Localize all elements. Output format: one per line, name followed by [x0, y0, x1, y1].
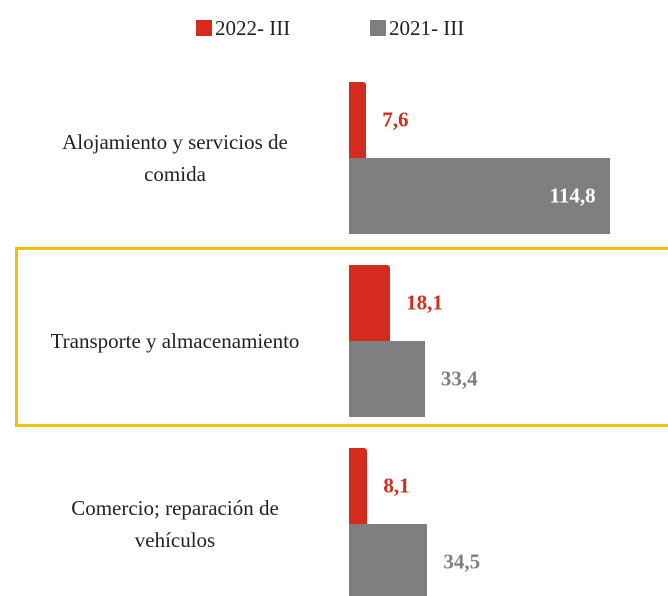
category-label: Alojamiento y servicios de comida [62, 130, 288, 186]
legend-item: 2021- III [370, 14, 464, 42]
category-label: Transporte y almacenamiento [50, 329, 300, 353]
bar [349, 265, 391, 341]
bar [349, 82, 367, 158]
bar [349, 524, 428, 596]
value-label: 34,5 [443, 549, 481, 574]
legend-swatch [370, 20, 386, 36]
legend-item: 2022- III [196, 14, 290, 42]
legend-label: 2022- III [215, 15, 291, 40]
category-label: Comercio; reparación de vehículos [71, 496, 279, 552]
legend-swatch [196, 20, 212, 36]
bar [349, 158, 610, 234]
bar [349, 341, 425, 417]
value-label: 8,1 [383, 473, 410, 498]
legend-label: 2021- III [389, 15, 465, 40]
value-label: 18,1 [406, 290, 443, 315]
bar [349, 448, 368, 524]
value-label: 7,6 [382, 107, 409, 132]
value-label: 114,8 [549, 183, 596, 208]
highlight-box [15, 247, 668, 427]
value-label: 33,4 [440, 366, 478, 391]
